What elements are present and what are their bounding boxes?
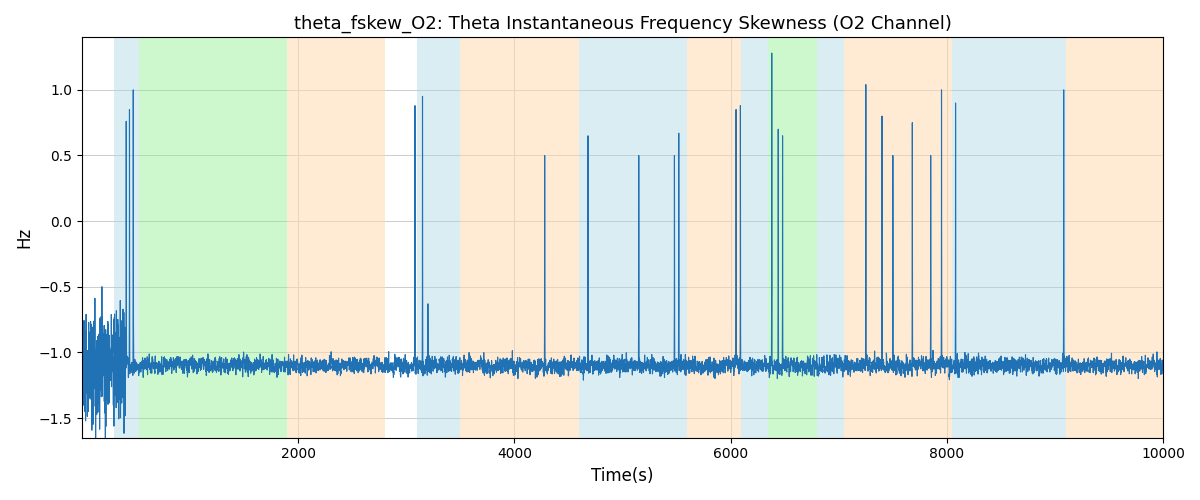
Bar: [114, 38, 139, 438]
Bar: [688, 38, 742, 438]
Bar: [768, 38, 817, 438]
Bar: [418, 38, 461, 438]
Y-axis label: Hz: Hz: [14, 227, 32, 248]
Bar: [742, 38, 768, 438]
Bar: [461, 38, 580, 438]
Bar: [580, 38, 688, 438]
Bar: [287, 38, 385, 438]
Bar: [844, 38, 953, 438]
X-axis label: Time(s): Time(s): [592, 467, 654, 485]
Bar: [1066, 38, 1163, 438]
Bar: [953, 38, 1066, 438]
Title: theta_fskew_O2: Theta Instantaneous Frequency Skewness (O2 Channel): theta_fskew_O2: Theta Instantaneous Freq…: [294, 15, 952, 34]
Bar: [139, 38, 287, 438]
Bar: [817, 38, 844, 438]
